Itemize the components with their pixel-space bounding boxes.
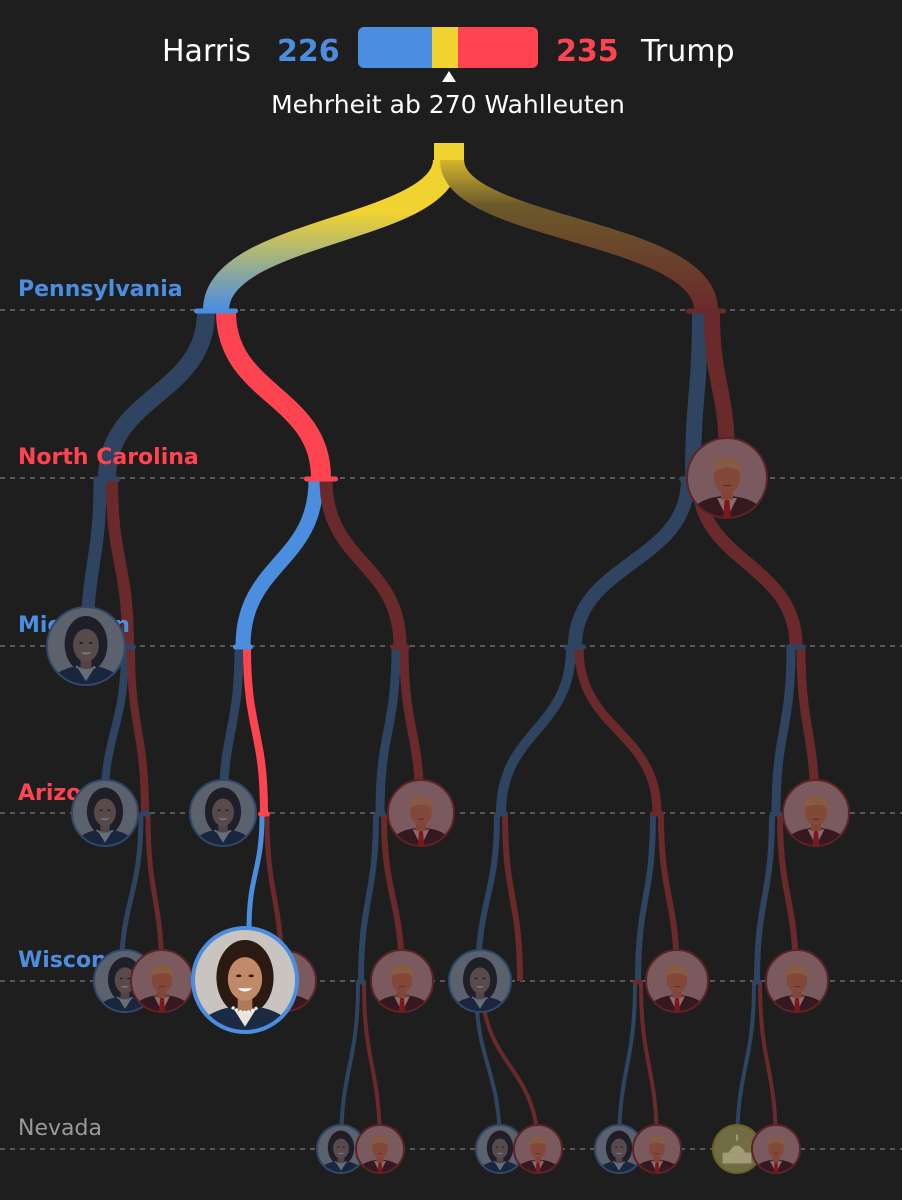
node-marker bbox=[752, 979, 762, 985]
trump-portrait-icon bbox=[751, 1124, 801, 1174]
tree-branch-root-harris bbox=[203, 158, 459, 312]
harris-name: Harris bbox=[162, 34, 251, 69]
trump-portrait-icon bbox=[130, 949, 194, 1013]
trump-portrait-icon bbox=[632, 1124, 682, 1174]
majority-text: Mehrheit ab 270 Wahlleuten bbox=[271, 90, 625, 119]
tree-branch bbox=[635, 814, 656, 982]
tree-branch bbox=[375, 647, 401, 814]
tree-branch bbox=[617, 982, 637, 1150]
trump-name: Trump bbox=[640, 34, 735, 69]
tree-branch bbox=[339, 982, 360, 1150]
node-marker bbox=[686, 308, 726, 314]
tree-branch bbox=[685, 311, 708, 479]
trump-portrait-icon bbox=[513, 1124, 563, 1174]
tree-branch bbox=[127, 647, 149, 814]
node-marker bbox=[374, 811, 386, 817]
majority-marker-icon bbox=[442, 71, 456, 82]
tree-branch bbox=[574, 647, 662, 814]
state-label-north-carolina: North Carolina bbox=[18, 445, 199, 470]
node-marker bbox=[770, 811, 782, 817]
tree-branch bbox=[502, 814, 523, 982]
tree-root bbox=[434, 143, 464, 161]
harris-portrait-icon bbox=[448, 949, 512, 1013]
tree-branch bbox=[319, 479, 407, 647]
tree-branch bbox=[496, 647, 576, 814]
trump-portrait-icon bbox=[370, 949, 434, 1013]
node-marker bbox=[564, 644, 586, 650]
node-marker bbox=[494, 811, 508, 817]
tree-branch bbox=[98, 311, 215, 479]
header: Harris 226 235 Trump Mehrheit ab 270 Wah… bbox=[162, 27, 735, 119]
harris-portrait-icon bbox=[46, 606, 126, 686]
tree-branch bbox=[362, 982, 382, 1150]
harris-bar-segment bbox=[358, 27, 440, 68]
node-marker bbox=[194, 308, 238, 314]
trump-portrait-icon bbox=[387, 779, 455, 847]
outcome-portraits-overlay bbox=[46, 606, 299, 1034]
node-marker bbox=[233, 644, 253, 650]
tree-branch-active bbox=[246, 814, 265, 931]
trump-bar-segment bbox=[458, 27, 538, 68]
state-label-nevada: Nevada bbox=[18, 1116, 102, 1141]
node-markers bbox=[93, 308, 806, 985]
tree-branch-active bbox=[216, 311, 331, 479]
undecided-bar-segment bbox=[432, 27, 462, 68]
tree-branch-active bbox=[243, 647, 268, 814]
tree-branch bbox=[735, 982, 756, 1150]
tree-branch bbox=[358, 814, 379, 982]
node-marker bbox=[93, 476, 121, 482]
trump-portrait-icon bbox=[782, 779, 850, 847]
tree-branch bbox=[771, 647, 796, 814]
harris-portrait-icon bbox=[71, 779, 139, 847]
node-marker bbox=[356, 979, 366, 985]
node-marker bbox=[304, 476, 338, 482]
node-marker bbox=[258, 811, 270, 817]
tree-branch-active bbox=[235, 479, 324, 647]
trump-portrait-icon bbox=[686, 437, 768, 519]
trump-portrait-icon bbox=[355, 1124, 405, 1174]
tree-branch bbox=[754, 814, 775, 982]
harris-portrait-icon bbox=[191, 926, 299, 1034]
tree-branch bbox=[758, 982, 778, 1150]
tree-branch bbox=[568, 479, 695, 647]
node-marker bbox=[786, 644, 806, 650]
node-marker bbox=[139, 811, 151, 817]
electoral-vote-bar bbox=[358, 27, 538, 68]
node-marker bbox=[650, 811, 664, 817]
tree-branch bbox=[106, 479, 134, 647]
outcome-portraits bbox=[189, 437, 850, 1174]
node-marker bbox=[390, 644, 410, 650]
node-marker bbox=[633, 979, 643, 985]
harris-portrait-icon bbox=[189, 779, 257, 847]
trump-portrait-icon bbox=[765, 949, 829, 1013]
tree-branch bbox=[639, 982, 659, 1150]
state-label-pennsylvania: Pennsylvania bbox=[18, 277, 183, 302]
trump-portrait-icon bbox=[645, 949, 709, 1013]
tree-branch-root-trump bbox=[440, 158, 718, 312]
harris-votes: 226 bbox=[277, 34, 340, 69]
trump-votes: 235 bbox=[556, 34, 619, 69]
